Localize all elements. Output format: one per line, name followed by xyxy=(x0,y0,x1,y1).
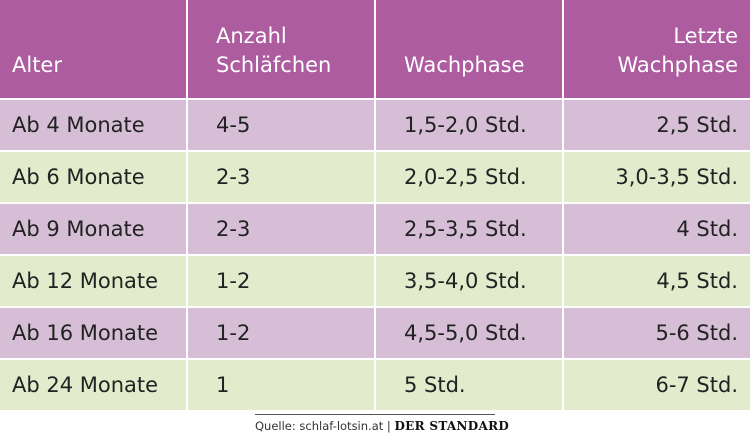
table-cell: 3,0-3,5 Std. xyxy=(564,152,750,202)
table-cell: 1 xyxy=(188,360,374,410)
table-cell: 4 Std. xyxy=(564,204,750,254)
table-cell: 1-2 xyxy=(188,256,374,306)
table-cell: 2,5-3,5 Std. xyxy=(376,204,562,254)
table-cell: Ab 4 Monate xyxy=(0,100,186,150)
table-cell: 2-3 xyxy=(188,204,374,254)
table-cell: 4,5 Std. xyxy=(564,256,750,306)
sleep-table: Alter Anzahl Schläfchen Wachphase Letzte Wa… xyxy=(0,0,750,410)
column-header: Wachphase xyxy=(376,0,562,98)
table-cell: Ab 24 Monate xyxy=(0,360,186,410)
separator: | xyxy=(386,419,391,433)
table-cell: 2,5 Std. xyxy=(564,100,750,150)
table-cell: 1-2 xyxy=(188,308,374,358)
table-cell: Ab 12 Monate xyxy=(0,256,186,306)
table-cell: 4-5 xyxy=(188,100,374,150)
table-cell: 1,5-2,0 Std. xyxy=(376,100,562,150)
table-cell: Ab 6 Monate xyxy=(0,152,186,202)
column-header: Letzte Wachphase xyxy=(564,0,750,98)
table-cell: 2-3 xyxy=(188,152,374,202)
source-text: Quelle: schlaf-lotsin.at xyxy=(255,419,384,433)
table-cell: Ab 9 Monate xyxy=(0,204,186,254)
column-header: Alter xyxy=(0,0,186,98)
footer: Quelle: schlaf-lotsin.at | DER STANDARD xyxy=(255,414,509,433)
table-cell: 4,5-5,0 Std. xyxy=(376,308,562,358)
table-cell: 6-7 Std. xyxy=(564,360,750,410)
table-cell: 3,5-4,0 Std. xyxy=(376,256,562,306)
column-header: Anzahl Schläfchen xyxy=(188,0,374,98)
table-cell: 5-6 Std. xyxy=(564,308,750,358)
table-cell: 5 Std. xyxy=(376,360,562,410)
brand-logo: DER STANDARD xyxy=(394,419,510,433)
table-cell: 2,0-2,5 Std. xyxy=(376,152,562,202)
table-cell: Ab 16 Monate xyxy=(0,308,186,358)
